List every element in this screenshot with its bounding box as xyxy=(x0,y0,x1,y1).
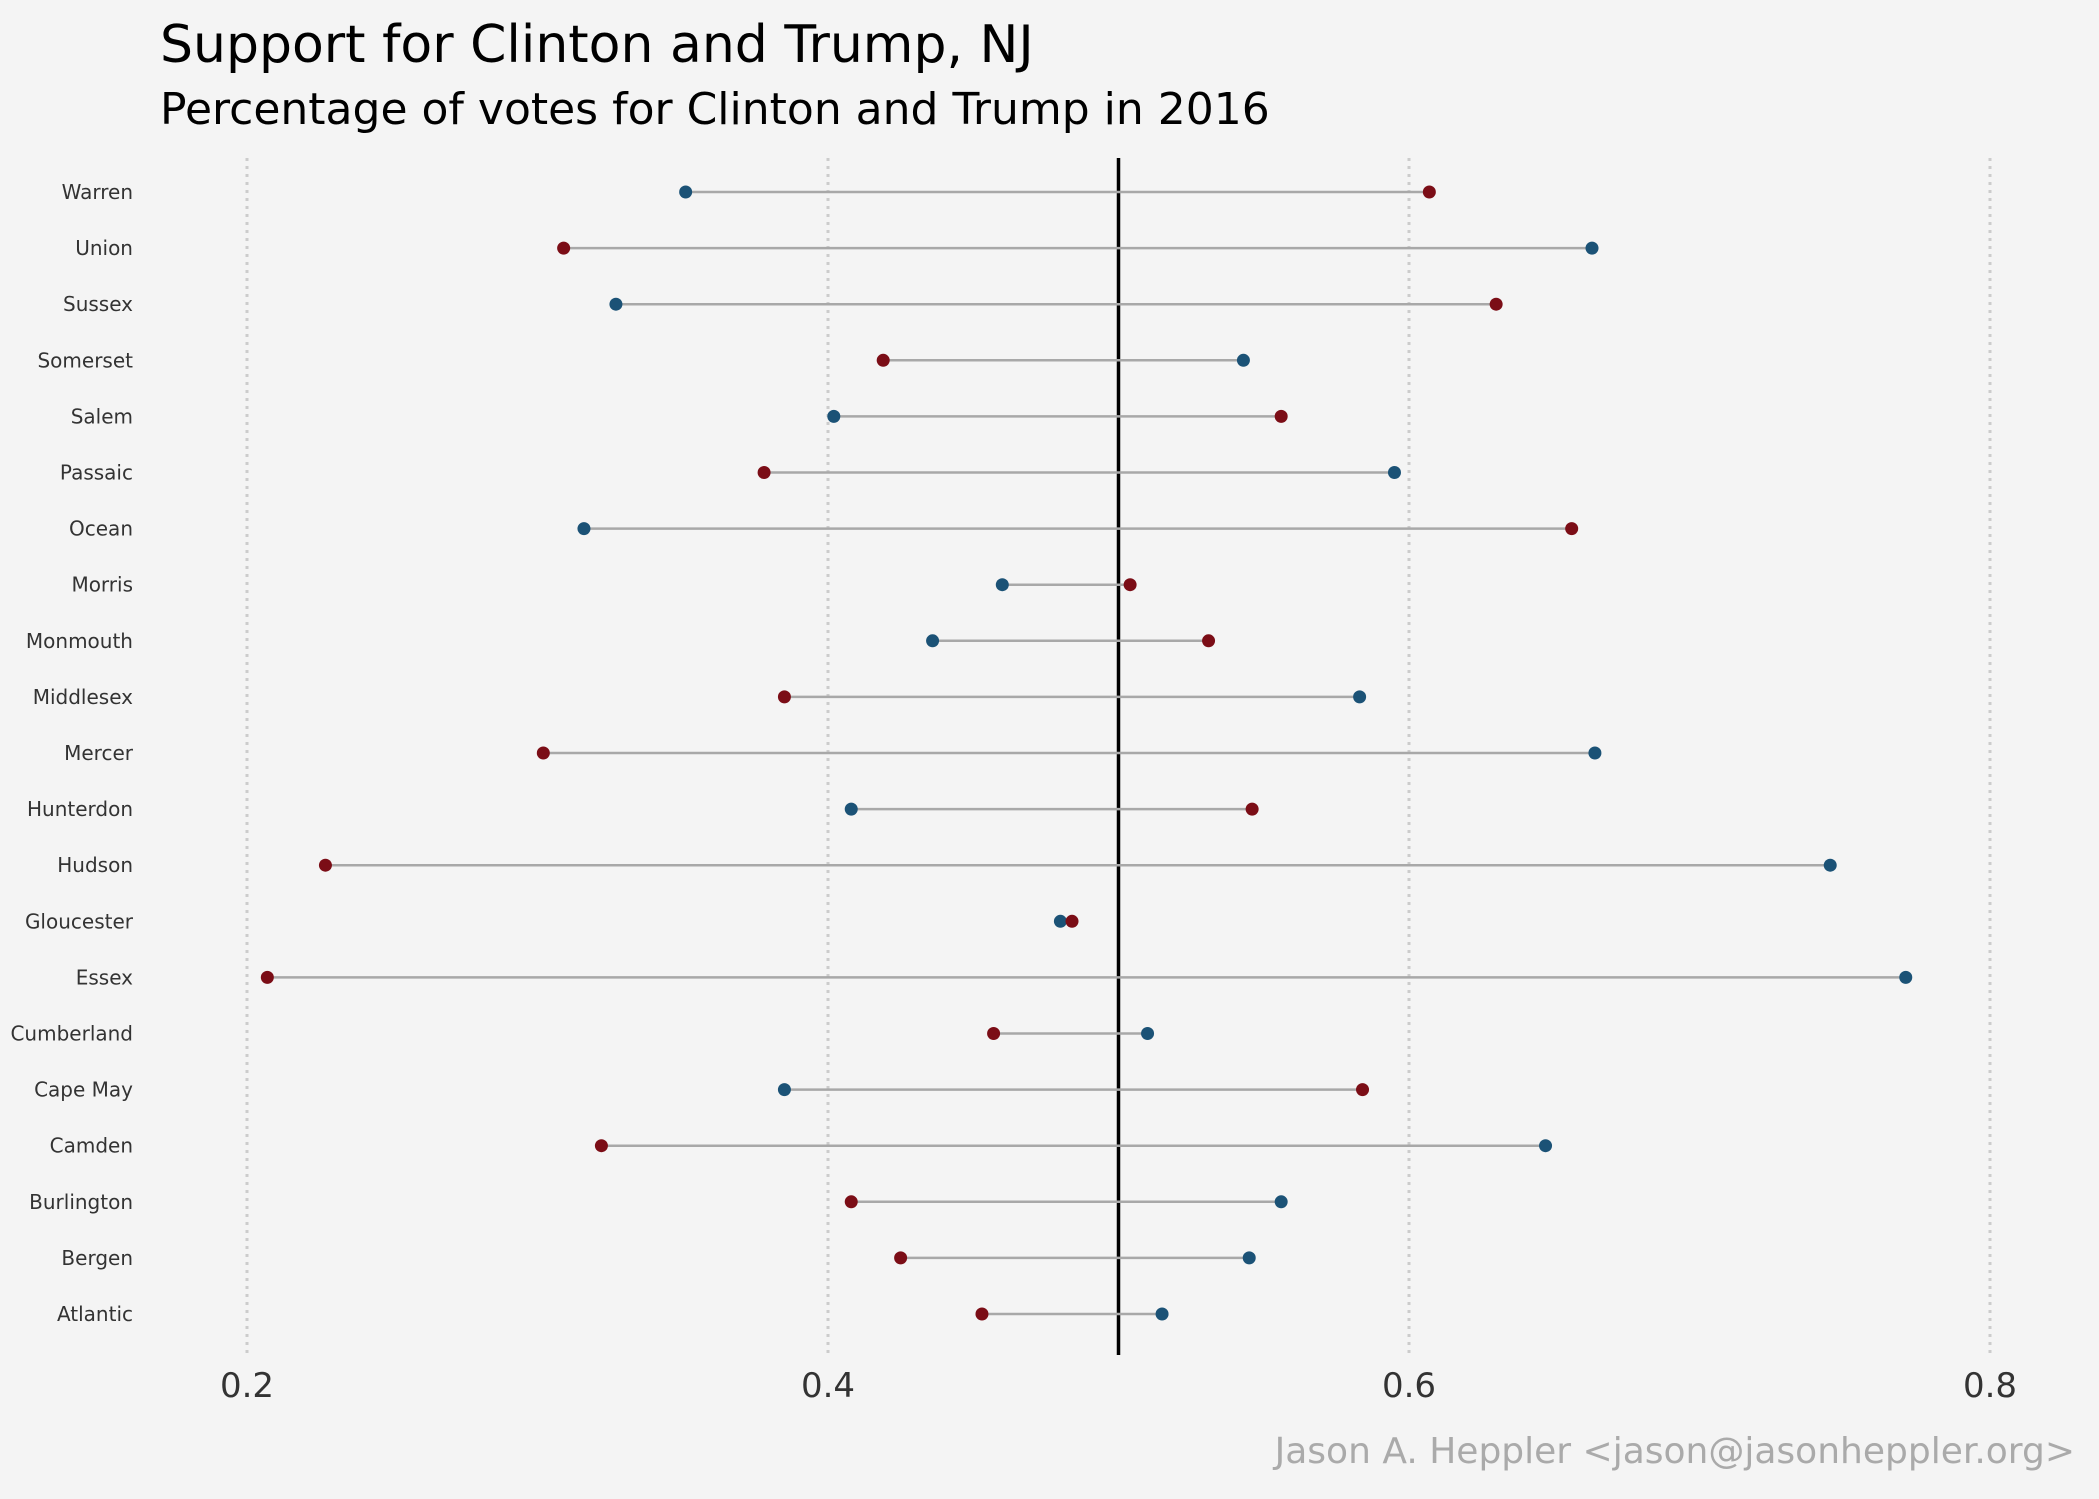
y-label-warren: Warren xyxy=(62,180,133,204)
y-label-morris: Morris xyxy=(71,573,133,597)
point-trump-ocean xyxy=(1565,522,1579,536)
point-trump-gloucester xyxy=(1065,914,1079,928)
point-clinton-mercer xyxy=(1588,746,1602,760)
point-trump-essex xyxy=(260,970,274,984)
point-clinton-union xyxy=(1585,241,1599,255)
point-clinton-somerset xyxy=(1236,353,1250,367)
point-clinton-cumberland xyxy=(1141,1027,1155,1040)
point-trump-camden xyxy=(594,1139,608,1153)
y-label-monmouth: Monmouth xyxy=(26,629,133,653)
y-label-atlantic: Atlantic xyxy=(57,1302,133,1326)
x-tick-0.2: 0.2 xyxy=(220,1366,274,1406)
y-label-salem: Salem xyxy=(71,404,133,428)
chart-title: Support for Clinton and Trump, NJ xyxy=(160,15,1034,75)
chart-caption: Jason A. Heppler <jason@jasonheppler.org… xyxy=(1273,1431,2075,1472)
y-label-burlington: Burlington xyxy=(29,1190,133,1214)
y-label-bergen: Bergen xyxy=(61,1246,133,1270)
point-trump-cape-may xyxy=(1356,1083,1370,1097)
y-axis-labels: Warren Union Sussex Somerset Salem Passaic Oce… xyxy=(10,180,133,1326)
point-trump-salem xyxy=(1274,409,1288,423)
point-clinton-sussex xyxy=(609,297,623,311)
x-tick-0.4: 0.4 xyxy=(801,1366,855,1406)
point-clinton-hunterdon xyxy=(844,802,858,816)
y-label-sussex: Sussex xyxy=(63,292,133,316)
x-tick-0.6: 0.6 xyxy=(1382,1366,1436,1406)
point-clinton-cape-may xyxy=(777,1083,791,1097)
point-trump-passaic xyxy=(757,466,771,479)
point-trump-bergen xyxy=(894,1251,908,1265)
point-clinton-ocean xyxy=(577,522,591,536)
point-clinton-gloucester xyxy=(1053,914,1067,928)
point-trump-monmouth xyxy=(1202,634,1216,648)
point-trump-union xyxy=(557,241,571,255)
point-clinton-monmouth xyxy=(926,634,940,648)
point-clinton-salem xyxy=(827,409,841,423)
y-label-somerset: Somerset xyxy=(37,348,133,372)
point-trump-hunterdon xyxy=(1245,802,1259,816)
y-label-cumberland: Cumberland xyxy=(10,1022,133,1046)
point-trump-cumberland xyxy=(987,1027,1001,1040)
x-axis-ticks: 0.2 0.4 0.6 0.8 xyxy=(220,1366,2017,1406)
point-clinton-morris xyxy=(995,578,1009,592)
y-label-union: Union xyxy=(75,236,133,260)
point-clinton-hudson xyxy=(1823,858,1837,872)
point-trump-sussex xyxy=(1489,297,1503,311)
x-tick-0.8: 0.8 xyxy=(1963,1366,2017,1406)
y-label-hunterdon: Hunterdon xyxy=(27,797,133,821)
point-trump-burlington xyxy=(844,1195,858,1209)
y-label-passaic: Passaic xyxy=(60,461,133,485)
y-label-gloucester: Gloucester xyxy=(25,909,134,933)
y-label-ocean: Ocean xyxy=(69,517,133,541)
point-trump-middlesex xyxy=(777,690,791,704)
point-trump-atlantic xyxy=(975,1307,989,1321)
y-label-middlesex: Middlesex xyxy=(33,685,133,709)
points xyxy=(260,185,1913,1321)
point-trump-mercer xyxy=(536,746,550,760)
point-clinton-warren xyxy=(679,185,693,199)
point-clinton-passaic xyxy=(1387,466,1401,479)
segments xyxy=(267,190,1906,1316)
y-label-camden: Camden xyxy=(50,1134,133,1158)
y-label-cape-may: Cape May xyxy=(34,1078,133,1102)
point-trump-warren xyxy=(1422,185,1436,199)
point-trump-somerset xyxy=(876,353,890,367)
point-trump-hudson xyxy=(318,858,332,872)
point-clinton-camden xyxy=(1539,1139,1553,1153)
point-clinton-atlantic xyxy=(1155,1307,1169,1321)
y-label-mercer: Mercer xyxy=(64,741,134,765)
chart-subtitle: Percentage of votes for Clinton and Trum… xyxy=(160,84,1270,135)
point-clinton-burlington xyxy=(1274,1195,1288,1209)
point-clinton-essex xyxy=(1899,970,1913,984)
y-label-hudson: Hudson xyxy=(57,853,133,877)
point-trump-morris xyxy=(1123,578,1137,592)
y-label-essex: Essex xyxy=(76,965,133,989)
point-clinton-bergen xyxy=(1242,1251,1256,1265)
point-clinton-middlesex xyxy=(1353,690,1367,704)
